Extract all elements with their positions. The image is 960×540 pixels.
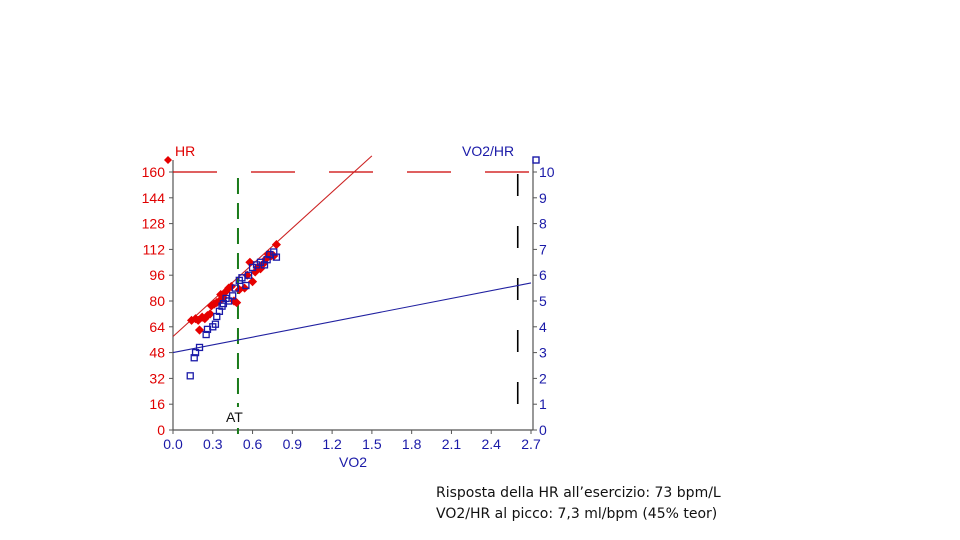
x-tick-label: 2.7 xyxy=(521,436,541,452)
x-tick-label: 0.6 xyxy=(243,436,263,452)
right-tick-label: 9 xyxy=(539,190,547,206)
vo2hr-data-point xyxy=(272,253,281,261)
vo2hr-data-point xyxy=(229,292,237,300)
vo2hr-data-point xyxy=(202,330,210,339)
left-tick-label: 0 xyxy=(157,422,165,438)
vo2hr-data-point xyxy=(242,281,250,290)
right-tick-label: 4 xyxy=(539,319,547,335)
x-tick-label: 0.9 xyxy=(283,436,303,452)
x-tick-label: 0.0 xyxy=(163,436,183,452)
left-tick-label: 128 xyxy=(142,216,166,232)
right-tick-label: 7 xyxy=(539,241,547,257)
right-tick-label: 8 xyxy=(539,216,547,232)
right-tick-label: 10 xyxy=(539,164,555,180)
x-tick-label: 1.8 xyxy=(402,436,422,452)
vo2hr-legend-marker xyxy=(532,156,540,164)
hr-legend-marker xyxy=(164,156,172,164)
vo2hr-data-point xyxy=(190,354,198,362)
hr-data-point xyxy=(271,239,281,250)
right-tick-label: 1 xyxy=(539,396,547,412)
vo2hr-data-point xyxy=(244,271,253,279)
vo2hr-data-point xyxy=(191,348,200,357)
right-tick-label: 3 xyxy=(539,345,547,361)
hr-data-point xyxy=(232,298,242,308)
right-axis-title: VO2/HR xyxy=(462,143,514,159)
x-tick-label: 2.4 xyxy=(481,436,501,452)
x-tick-label: 1.5 xyxy=(362,436,382,452)
right-tick-label: 6 xyxy=(539,267,547,283)
vo2hr-data-point xyxy=(211,320,220,328)
left-axis-title: HR xyxy=(175,143,195,159)
x-tick-label: 2.1 xyxy=(442,436,462,452)
vo2hr-data-point xyxy=(225,297,233,305)
caption: Risposta della HR all’esercizio: 73 bpm/… xyxy=(436,483,721,525)
vo2hr-data-point xyxy=(195,343,204,352)
x-tick-label: 1.2 xyxy=(322,436,342,452)
left-tick-label: 64 xyxy=(149,319,165,335)
vo2hr-data-point xyxy=(231,284,239,292)
right-tick-label: 2 xyxy=(539,370,547,386)
at-label: AT xyxy=(226,409,243,425)
right-tick-label: 0 xyxy=(539,422,547,438)
vo2hr-data-point xyxy=(186,372,194,380)
left-tick-label: 80 xyxy=(149,293,165,309)
caption-line-hr-response: Risposta della HR all’esercizio: 73 bpm/… xyxy=(436,485,721,501)
left-tick-label: 160 xyxy=(142,164,166,180)
caption-line-vo2hr-peak: VO2/HR al picco: 7,3 ml/bpm (45% teor) xyxy=(436,506,718,522)
left-tick-label: 112 xyxy=(143,241,166,257)
left-tick-label: 144 xyxy=(142,190,166,206)
hr-data-point xyxy=(194,325,205,335)
hr-data-point xyxy=(247,277,258,287)
x-tick-label: 0.3 xyxy=(203,436,223,452)
left-tick-label: 96 xyxy=(149,267,165,283)
hr-regression-line xyxy=(172,155,373,337)
left-tick-label: 48 xyxy=(149,345,165,361)
vo2hr-regression-line xyxy=(172,282,532,354)
x-axis-title: VO2 xyxy=(339,454,367,470)
right-tick-label: 5 xyxy=(539,293,547,309)
hr-data-point xyxy=(205,309,215,319)
left-tick-label: 16 xyxy=(149,396,165,412)
left-tick-label: 32 xyxy=(149,370,165,386)
